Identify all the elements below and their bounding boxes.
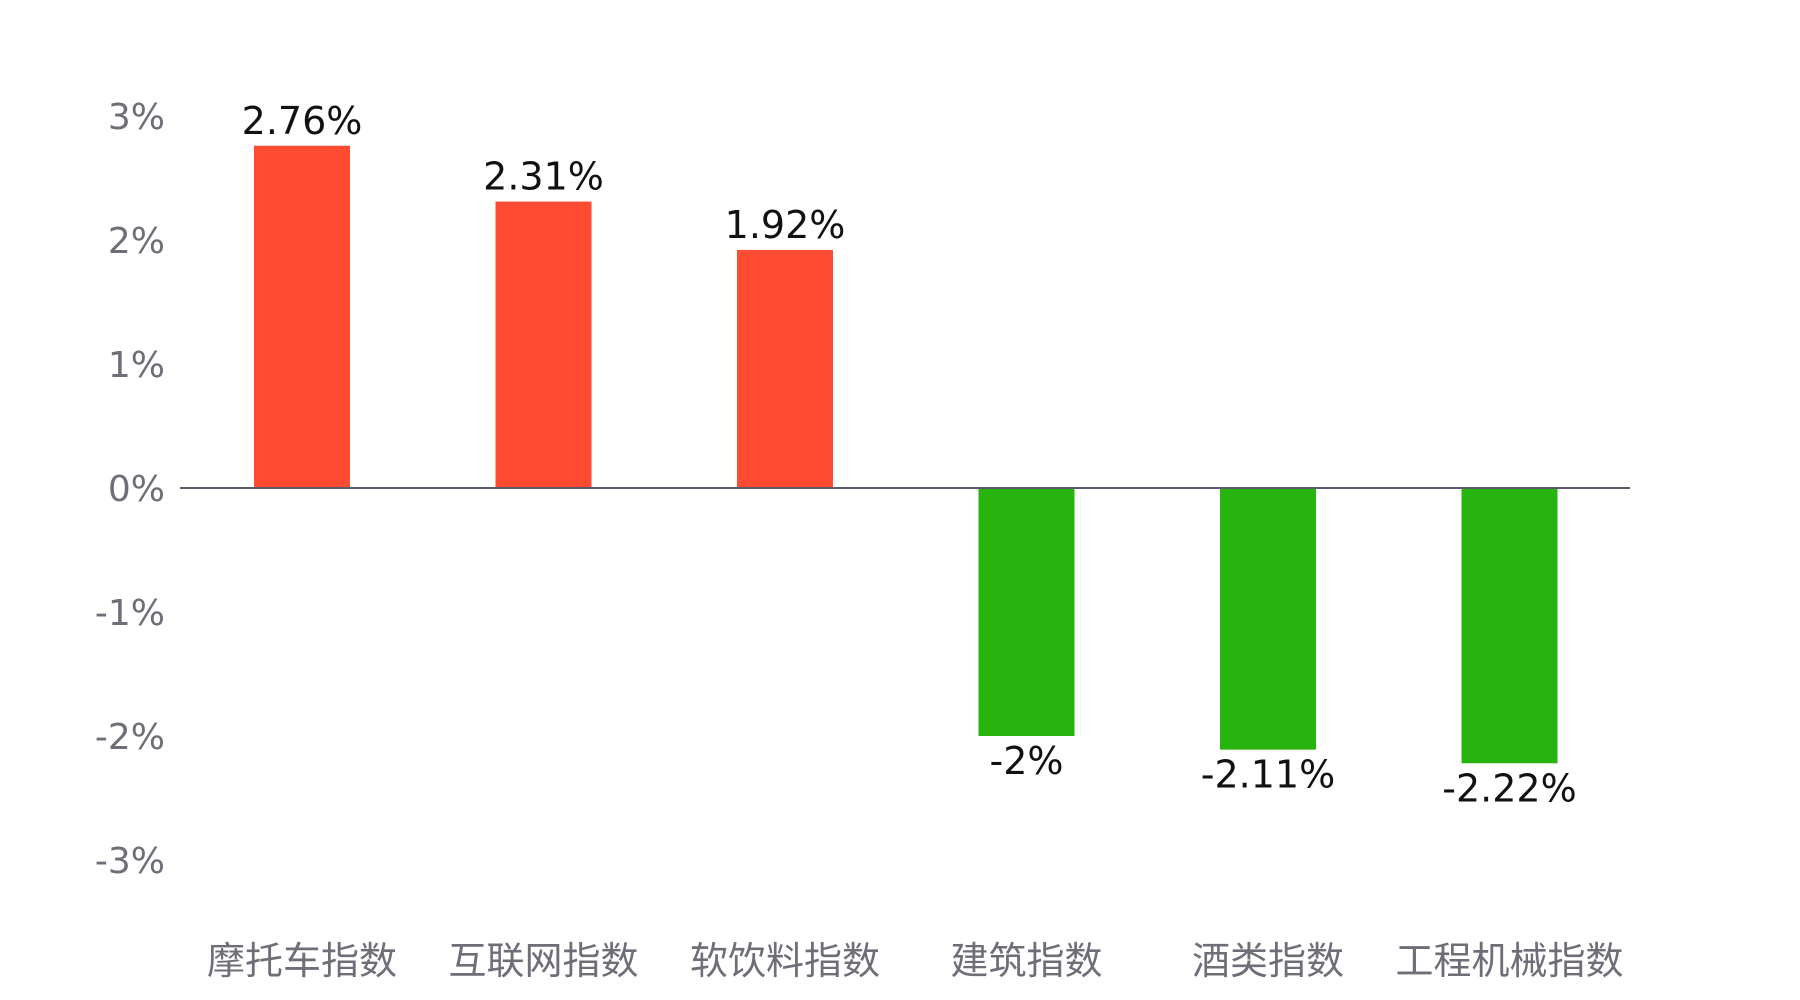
x-category-label: 摩托车指数 xyxy=(207,939,397,983)
data-label: 2.76% xyxy=(242,99,363,143)
x-category-label: 软饮料指数 xyxy=(690,939,880,983)
bar xyxy=(254,145,350,488)
y-tick-label: 0% xyxy=(108,469,165,510)
y-tick-label: -1% xyxy=(95,593,165,634)
y-tick-label: 2% xyxy=(108,221,165,262)
x-category-label: 工程机械指数 xyxy=(1395,939,1623,983)
bar xyxy=(978,488,1075,736)
y-tick-label: 3% xyxy=(108,97,165,138)
bar xyxy=(1461,488,1558,764)
y-tick-label: 1% xyxy=(108,345,165,386)
y-axis: 3% 2% 1% 0% -1% -2% -3% xyxy=(95,97,165,882)
bar xyxy=(495,201,592,488)
data-label: -2.11% xyxy=(1201,753,1335,797)
y-tick-label: -3% xyxy=(95,841,165,882)
bar xyxy=(737,249,833,488)
x-category-label: 酒类指数 xyxy=(1192,939,1344,983)
bar xyxy=(1220,488,1316,750)
data-label: 2.31% xyxy=(483,155,604,199)
data-labels: 2.76% 2.31% 1.92% -2% -2.11% -2.22% xyxy=(242,99,1577,811)
data-label: -2% xyxy=(990,739,1064,783)
data-label: 1.92% xyxy=(725,203,846,247)
bars xyxy=(254,145,1558,764)
data-label: -2.22% xyxy=(1442,766,1576,810)
x-category-label: 建筑指数 xyxy=(950,939,1102,983)
y-tick-label: -2% xyxy=(95,717,165,758)
x-axis: 摩托车指数 互联网指数 软饮料指数 建筑指数 酒类指数 工程机械指数 xyxy=(207,939,1624,983)
x-category-label: 互联网指数 xyxy=(448,939,638,983)
